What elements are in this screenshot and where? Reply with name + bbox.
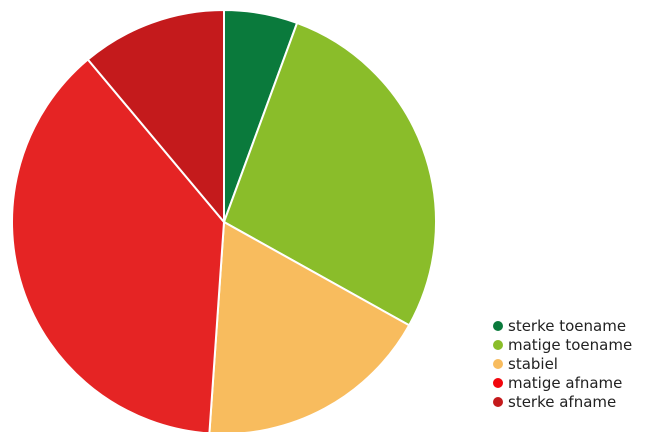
- legend-label: sterke toename: [508, 316, 627, 335]
- pie-slice-matige-afname: [11, 58, 225, 432]
- legend-label: matige toename: [508, 335, 633, 354]
- pie-slices: [11, 9, 437, 432]
- legend-swatch: [493, 396, 503, 407]
- pie-slice-stabiel: [208, 221, 411, 432]
- legend-label: sterke afname: [508, 392, 617, 411]
- legend-item-sterke-toename: sterke toename: [493, 316, 632, 335]
- legend-label: stabiel: [508, 354, 558, 373]
- legend-label: matige afname: [508, 373, 623, 392]
- legend-item-matige-toename: matige toename: [493, 335, 632, 354]
- legend-swatch: [493, 358, 503, 369]
- legend: sterke toename matige toename stabiel matig…: [493, 316, 632, 411]
- pie-slice-sterke-afname: [86, 9, 225, 223]
- pie-slice-matige-toename: [223, 21, 437, 327]
- legend-item-sterke-afname: sterke afname: [493, 392, 632, 411]
- legend-swatch: [493, 339, 503, 350]
- legend-swatch: [493, 377, 503, 388]
- legend-item-matige-afname: matige afname: [493, 373, 632, 392]
- legend-item-stabiel: stabiel: [493, 354, 632, 373]
- legend-swatch: [493, 320, 503, 331]
